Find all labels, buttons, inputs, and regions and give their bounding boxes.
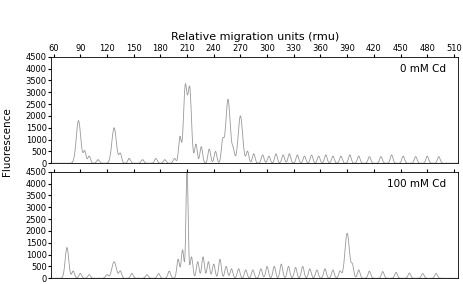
Title: Relative migration units (rmu): Relative migration units (rmu) (170, 32, 339, 42)
Text: 0 mM Cd: 0 mM Cd (400, 64, 446, 74)
Text: 100 mM Cd: 100 mM Cd (387, 179, 446, 189)
Text: Fluorescence: Fluorescence (2, 108, 13, 176)
